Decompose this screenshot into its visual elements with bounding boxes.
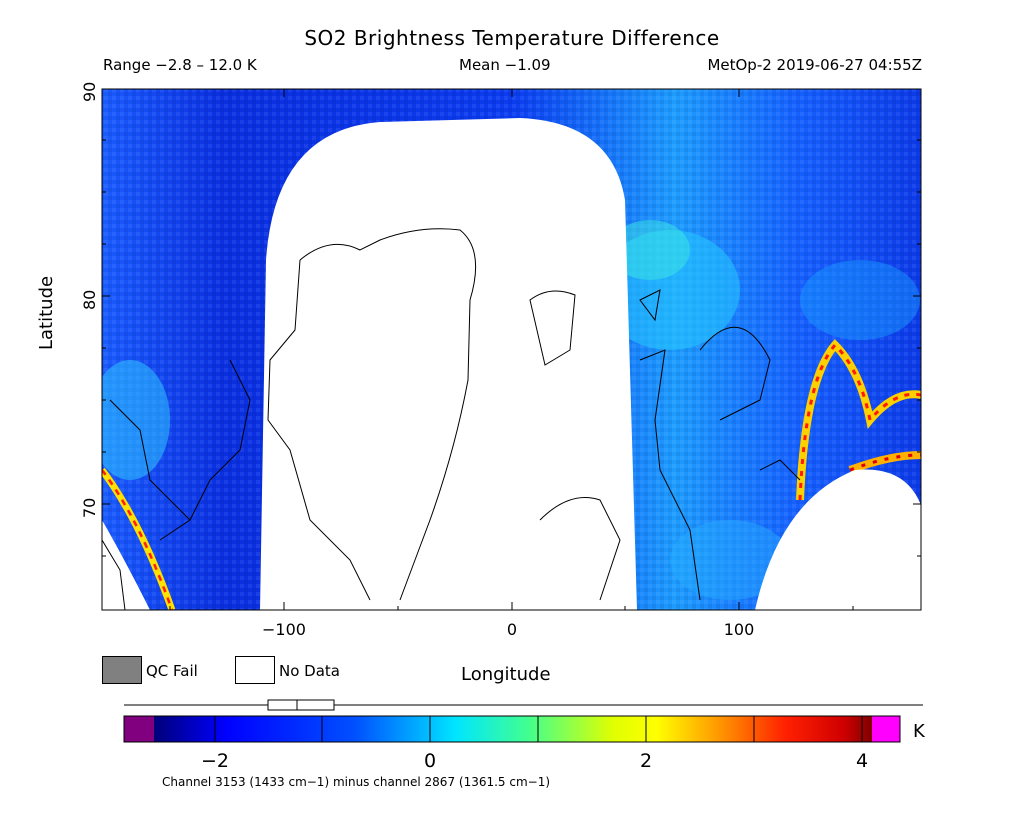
colorbar-box-marker xyxy=(267,699,335,711)
east-arc xyxy=(796,339,921,501)
no-data-label: No Data xyxy=(279,662,340,680)
colorbar xyxy=(154,716,872,742)
mean-label: Mean −1.09 xyxy=(459,56,551,74)
colorbar-overflow xyxy=(872,716,900,742)
range-label: Range −2.8 – 12.0 K xyxy=(103,56,257,74)
qc-fail-label: QC Fail xyxy=(146,662,198,680)
x-tick-0: 0 xyxy=(506,620,518,639)
x-tick-neg100: −100 xyxy=(262,620,306,639)
x-ticks xyxy=(169,89,854,610)
coastlines xyxy=(102,228,801,610)
channel-footnote: Channel 3153 (1433 cm−1) minus channel 2… xyxy=(162,775,551,789)
satellite-timestamp: MetOp-2 2019-06-27 04:55Z xyxy=(707,56,922,74)
qc-fail-swatch xyxy=(102,656,142,684)
y-tick-70: 70 xyxy=(80,497,99,518)
colorbar-tick-neg2: −2 xyxy=(200,750,230,772)
colorbar-tick-0: 0 xyxy=(423,750,437,772)
chart-title: SO2 Brightness Temperature Difference xyxy=(304,26,720,50)
colorbar-ticks xyxy=(214,716,863,742)
x-axis-label: Longitude xyxy=(461,664,551,685)
y-tick-80: 80 xyxy=(80,289,99,310)
colorbar-tick-2: 2 xyxy=(639,750,653,772)
colorbar-unit: K xyxy=(913,721,925,742)
no-data-swath xyxy=(260,118,637,610)
colorbar-underflow xyxy=(124,716,154,742)
map-field xyxy=(102,89,921,610)
y-ticks xyxy=(102,88,921,557)
y-axis-label: Latitude xyxy=(36,275,57,350)
no-data-swatch xyxy=(235,656,275,684)
y-tick-90: 90 xyxy=(80,81,99,102)
no-data-east xyxy=(755,469,921,610)
x-tick-100: 100 xyxy=(723,620,755,639)
colorbar-tick-4: 4 xyxy=(855,750,869,772)
